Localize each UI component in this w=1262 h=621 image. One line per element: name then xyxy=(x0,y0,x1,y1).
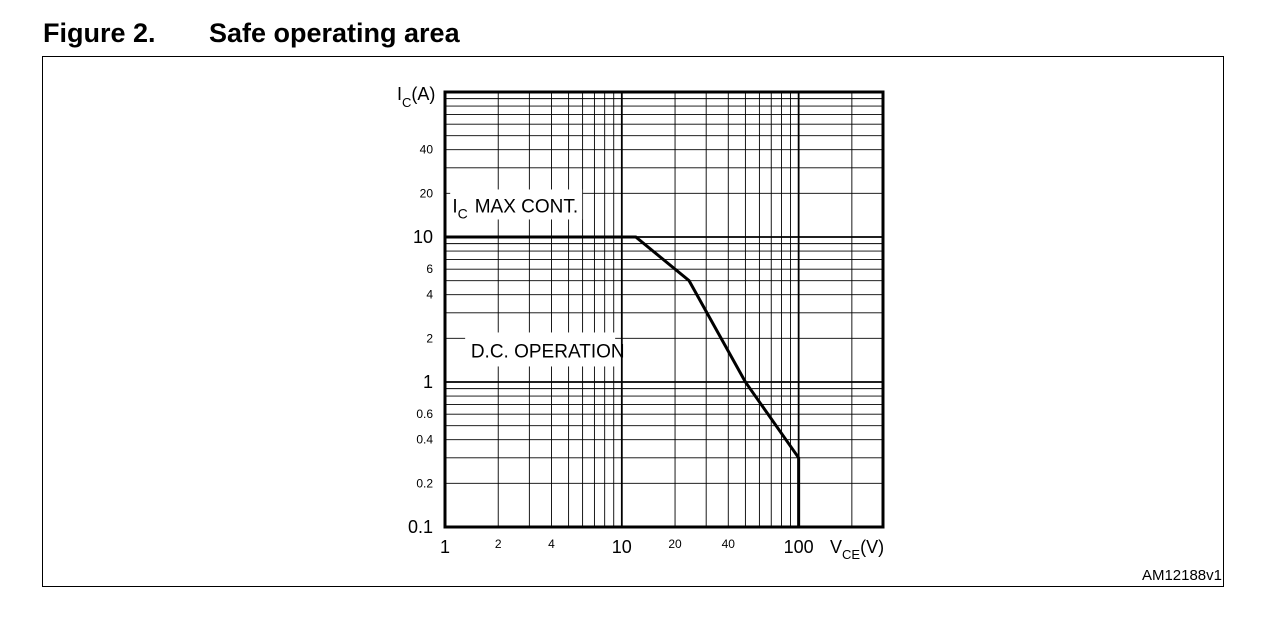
grid xyxy=(445,92,883,527)
y-tick-label: 40 xyxy=(420,143,434,157)
y-tick-label: 0.4 xyxy=(416,433,433,447)
x-axis-label: VCE(V) xyxy=(830,537,884,562)
annotation-dc-operation: D.C. OPERATION xyxy=(471,341,625,362)
x-tick-label: 2 xyxy=(495,537,502,551)
figure-number: Figure 2. xyxy=(43,18,156,48)
figure-frame xyxy=(42,56,1224,587)
annotation-bg xyxy=(465,332,616,367)
y-tick-label: 6 xyxy=(426,262,433,276)
x-tick-label: 20 xyxy=(668,537,682,551)
y-tick-label: 20 xyxy=(420,186,434,200)
x-tick-label: 10 xyxy=(612,537,632,557)
y-tick-label: 4 xyxy=(426,288,433,302)
x-tick-label: 4 xyxy=(548,537,555,551)
y-tick-label: 0.1 xyxy=(408,517,433,537)
x-tick-label: 100 xyxy=(784,537,814,557)
annotation-bg xyxy=(450,189,583,220)
figure-title: Safe operating area xyxy=(209,18,460,48)
x-tick-label: 1 xyxy=(440,537,450,557)
soa-curve xyxy=(445,235,801,527)
figure-heading: Figure 2. Safe operating area xyxy=(43,18,460,49)
x-tick-label: 40 xyxy=(722,537,736,551)
annotation-ic-max-cont: IC MAX CONT. xyxy=(452,196,578,221)
y-axis-label: IC(A) xyxy=(397,84,435,110)
y-tick-label: 0.2 xyxy=(416,476,433,490)
y-tick-label: 10 xyxy=(413,227,433,247)
y-tick-label: 2 xyxy=(426,331,433,345)
y-tick-label: 0.6 xyxy=(416,407,433,421)
y-tick-label: 1 xyxy=(423,372,433,392)
plot-border xyxy=(443,90,885,529)
figure-code: AM12188v1 xyxy=(1141,567,1222,584)
